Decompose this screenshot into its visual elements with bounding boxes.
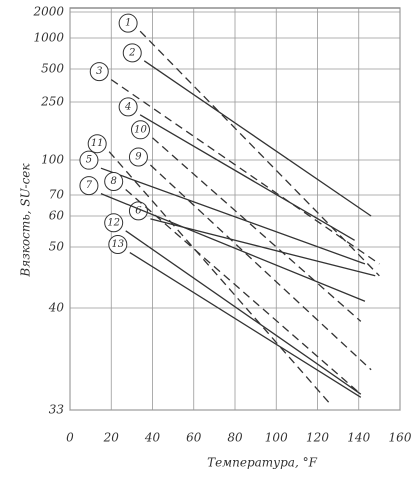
series-line [139,114,355,241]
y-tick-label: 1000 [33,31,64,45]
line-label: 12 [107,217,120,228]
y-tick-label: 70 [49,188,65,202]
line-label-circle [104,213,124,233]
line-label: 7 [86,180,93,191]
line-label-circle [118,97,138,117]
line-label-circle [79,150,99,170]
y-tick-label: 2000 [32,5,64,19]
line-label-circle [108,235,128,255]
x-tick-label: 40 [144,431,161,445]
line-label: 4 [124,101,131,112]
x-axis-label: Температура, °F [207,456,318,470]
line-label-circle [131,120,150,140]
x-tick-label: 160 [389,431,412,445]
line-label-circle [128,201,148,221]
y-tick-label: 33 [49,403,65,417]
series-line [149,164,372,371]
x-tick-label: 120 [306,431,329,445]
x-tick-label: 80 [227,431,243,445]
y-tick-label: 60 [49,209,65,223]
line-label: 1 [125,18,131,29]
line-label: 6 [135,205,142,216]
line-label-circle [122,43,142,63]
line-label-circle [104,172,124,192]
line-label: 5 [86,155,92,166]
line-label: 8 [111,176,117,187]
line-label-circle [87,134,107,154]
line-label-circle [79,176,99,196]
y-tick-label: 250 [40,95,64,109]
x-tick-label: 20 [103,431,120,445]
line-label: 10 [134,124,147,135]
series-line [139,30,380,277]
line-label-circle [118,13,138,33]
x-tick-label: 0 [66,431,74,445]
series-line [129,251,362,398]
x-tick-label: 60 [186,431,202,445]
y-tick-label: 50 [49,240,65,254]
line-label: 11 [91,138,104,149]
series-line [100,193,366,302]
y-axis-label: Вязкость, SU-сек [19,163,33,278]
series-line [108,151,331,405]
series-line [150,218,376,277]
series-line [143,60,372,217]
line-label: 9 [135,152,142,163]
line-label-circle [89,62,109,82]
series-line [125,230,362,395]
series-line [100,167,366,265]
x-tick-label: 100 [265,431,288,445]
y-tick-label: 100 [41,153,64,167]
x-tick-label: 140 [347,431,370,445]
series-line [110,79,380,265]
line-label-circle [128,147,148,167]
series-line [152,137,362,322]
line-label: 13 [111,239,124,250]
line-label: 3 [96,66,102,77]
y-tick-label: 500 [41,62,64,76]
y-tick-label: 40 [48,301,65,315]
line-label: 2 [128,47,135,58]
